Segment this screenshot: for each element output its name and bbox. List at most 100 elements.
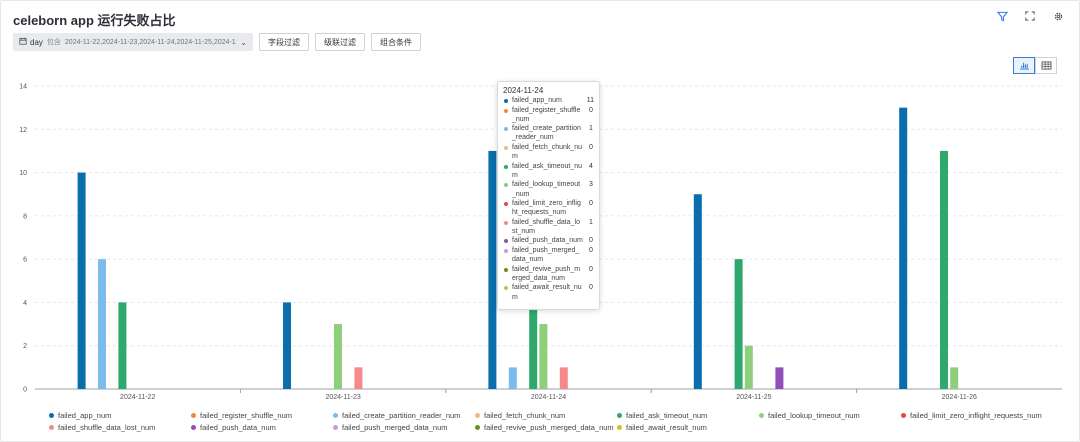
legend-label: failed_app_num — [58, 411, 111, 420]
legend-label: failed_push_merged_data_num — [342, 423, 448, 432]
x-tick-label: 2024-11-23 — [325, 394, 360, 401]
legend-color-dot — [475, 425, 480, 430]
series-color-dot — [504, 268, 508, 272]
legend-label: failed_shuffle_data_lost_num — [58, 423, 155, 432]
tooltip-series-name: failed_limit_zero_inflight_requests_num — [512, 199, 583, 217]
legend-color-dot — [333, 413, 338, 418]
tooltip-series-name: failed_fetch_chunk_num — [512, 143, 583, 161]
bar-failed_app_num-2024-11-26[interactable] — [899, 108, 907, 389]
bar-failed_app_num-2024-11-22[interactable] — [78, 173, 86, 389]
bar-failed_push_data_num-2024-11-25[interactable] — [775, 367, 783, 389]
tooltip-series-name: failed_revive_push_merged_data_num — [512, 265, 583, 283]
tooltip-series-value: 0 — [589, 199, 593, 208]
series-color-dot — [504, 109, 508, 113]
x-tick-label: 2024-11-22 — [120, 394, 155, 401]
tooltip-row: failed_fetch_chunk_num 0 — [503, 143, 594, 161]
tooltip-series-value: 4 — [589, 162, 593, 171]
legend-item[interactable]: failed_push_merged_data_num — [333, 422, 475, 432]
legend-label: failed_await_result_num — [626, 423, 707, 432]
bar-failed_app_num-2024-11-25[interactable] — [694, 194, 702, 389]
bar-failed_app_num-2024-11-23[interactable] — [283, 302, 291, 389]
series-color-dot — [504, 239, 508, 243]
legend-color-dot — [617, 413, 622, 418]
series-color-dot — [504, 146, 508, 150]
tooltip-series-value: 0 — [589, 265, 593, 274]
bar-failed_lookup_timeout_num-2024-11-23[interactable] — [334, 324, 342, 389]
bar-failed_shuffle_data_lost_num-2024-11-23[interactable] — [354, 367, 362, 389]
tooltip-row: failed_register_shuffle_num 0 — [503, 106, 594, 124]
tooltip-series-value: 1 — [589, 124, 593, 133]
y-tick-label: 14 — [19, 84, 27, 91]
tooltip-series-value: 0 — [589, 106, 593, 115]
tooltip-series-name: failed_push_data_num — [512, 236, 583, 245]
legend-item[interactable]: failed_register_shuffle_num — [191, 410, 333, 420]
legend-item[interactable]: failed_ask_timeout_num — [617, 410, 759, 420]
legend-item[interactable]: failed_shuffle_data_lost_num — [49, 422, 191, 432]
y-tick-label: 0 — [23, 387, 27, 394]
series-color-dot — [504, 249, 508, 253]
legend-label: failed_lookup_timeout_num — [768, 411, 860, 420]
chart-legend: failed_app_num failed_register_shuffle_nu… — [49, 410, 1059, 432]
series-color-dot — [504, 202, 508, 206]
bar-failed_app_num-2024-11-24[interactable] — [488, 151, 496, 389]
tooltip-row: failed_limit_zero_inflight_requests_num 0 — [503, 199, 594, 217]
y-tick-label: 8 — [23, 213, 27, 220]
series-color-dot — [504, 286, 508, 290]
tooltip-series-value: 0 — [589, 143, 593, 152]
tooltip-series-name: failed_ask_timeout_num — [512, 162, 583, 180]
legend-label: failed_ask_timeout_num — [626, 411, 707, 420]
tooltip-row: failed_ask_timeout_num 4 — [503, 162, 594, 180]
tooltip-row: failed_lookup_timeout_num 3 — [503, 180, 594, 198]
tooltip-series-value: 11 — [587, 96, 594, 105]
tooltip-row: failed_push_data_num 0 — [503, 236, 594, 245]
legend-item[interactable]: failed_fetch_chunk_num — [475, 410, 617, 420]
chart-tooltip: 2024-11-24 failed_app_num 11 failed_regist… — [497, 81, 600, 310]
legend-color-dot — [901, 413, 906, 418]
legend-color-dot — [475, 413, 480, 418]
tooltip-series-value: 1 — [589, 218, 593, 227]
legend-item[interactable]: failed_app_num — [49, 410, 191, 420]
bar-failed_ask_timeout_num-2024-11-25[interactable] — [735, 259, 743, 389]
x-tick-label: 2024-11-26 — [942, 394, 977, 401]
tooltip-series-name: failed_shuffle_data_lost_num — [512, 218, 583, 236]
legend-label: failed_limit_zero_inflight_requests_num — [910, 411, 1042, 420]
y-tick-label: 6 — [23, 257, 27, 264]
legend-item[interactable]: failed_revive_push_merged_data_num — [475, 422, 617, 432]
bar-failed_ask_timeout_num-2024-11-22[interactable] — [118, 302, 126, 389]
legend-label: failed_push_data_num — [200, 423, 276, 432]
bar-failed_lookup_timeout_num-2024-11-24[interactable] — [539, 324, 547, 389]
bar-failed_lookup_timeout_num-2024-11-26[interactable] — [950, 367, 958, 389]
legend-color-dot — [617, 425, 622, 430]
legend-item[interactable]: failed_push_data_num — [191, 422, 333, 432]
legend-item[interactable]: failed_limit_zero_inflight_requests_num — [901, 410, 1051, 420]
legend-item[interactable]: failed_lookup_timeout_num — [759, 410, 901, 420]
legend-color-dot — [49, 413, 54, 418]
tooltip-row: failed_create_partition_reader_num 1 — [503, 124, 594, 142]
bar-failed_lookup_timeout_num-2024-11-25[interactable] — [745, 346, 753, 389]
tooltip-row: failed_revive_push_merged_data_num 0 — [503, 265, 594, 283]
tooltip-row: failed_app_num 11 — [503, 96, 594, 105]
legend-color-dot — [49, 425, 54, 430]
legend-item[interactable]: failed_create_partition_reader_num — [333, 410, 475, 420]
bar-failed_create_partition_reader_num-2024-11-22[interactable] — [98, 259, 106, 389]
tooltip-series-value: 0 — [589, 283, 593, 292]
legend-label: failed_create_partition_reader_num — [342, 411, 460, 420]
series-color-dot — [504, 99, 508, 103]
series-color-dot — [504, 183, 508, 187]
legend-color-dot — [191, 413, 196, 418]
tooltip-series-name: failed_push_merged_data_num — [512, 246, 583, 264]
bar-failed_shuffle_data_lost_num-2024-11-24[interactable] — [560, 367, 568, 389]
tooltip-series-name: failed_await_result_num — [512, 283, 583, 301]
bar-failed_create_partition_reader_num-2024-11-24[interactable] — [509, 367, 517, 389]
legend-color-dot — [759, 413, 764, 418]
legend-label: failed_revive_push_merged_data_num — [484, 423, 614, 432]
legend-item[interactable]: failed_await_result_num — [617, 422, 759, 432]
series-color-dot — [504, 127, 508, 131]
bar-failed_ask_timeout_num-2024-11-24[interactable] — [529, 302, 537, 389]
tooltip-series-name: failed_create_partition_reader_num — [512, 124, 583, 142]
series-color-dot — [504, 165, 508, 169]
x-tick-label: 2024-11-24 — [531, 394, 566, 401]
legend-color-dot — [191, 425, 196, 430]
tooltip-series-value: 3 — [589, 180, 593, 189]
bar-failed_ask_timeout_num-2024-11-26[interactable] — [940, 151, 948, 389]
